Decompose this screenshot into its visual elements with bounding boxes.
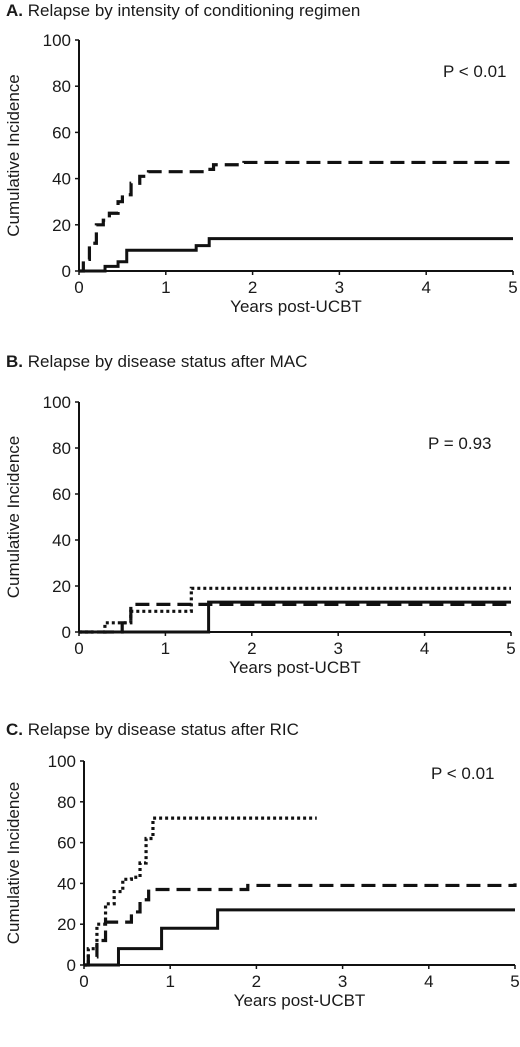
y-axis-title: Cumulative Incidence	[4, 436, 23, 599]
x-axis-title: Years post-UCBT	[234, 991, 366, 1010]
panel-c: C. Relapse by disease status after RIC 0…	[0, 715, 520, 1047]
panel-letter: B.	[6, 352, 23, 371]
series-line-dotted	[79, 586, 511, 634]
y-tick-label: 0	[62, 262, 71, 281]
x-tick-label: 2	[248, 278, 257, 297]
x-tick-label: 1	[165, 972, 174, 991]
y-tick-label: 60	[52, 485, 71, 504]
panel-title: B. Relapse by disease status after MAC	[6, 352, 307, 372]
panel-title: C. Relapse by disease status after RIC	[6, 720, 299, 740]
panel-a: A. Relapse by intensity of conditioning …	[0, 0, 520, 322]
panel-title-text: Relapse by disease status after MAC	[27, 352, 308, 371]
x-tick-label: 0	[74, 278, 83, 297]
y-tick-label: 20	[52, 577, 71, 596]
x-tick-label: 3	[338, 972, 347, 991]
y-axis-title: Cumulative Incidence	[4, 782, 23, 945]
x-tick-label: 0	[79, 972, 88, 991]
y-tick-label: 60	[57, 834, 76, 853]
y-tick-label: 80	[52, 77, 71, 96]
y-tick-label: 20	[52, 216, 71, 235]
series-line-solid	[79, 237, 513, 273]
series-line-dotted	[84, 816, 317, 967]
y-tick-label: 0	[67, 956, 76, 975]
p-value-annotation: P = 0.93	[428, 434, 492, 453]
y-tick-label: 20	[57, 915, 76, 934]
series-line-solid	[79, 600, 511, 634]
x-tick-label: 1	[161, 278, 170, 297]
p-value-annotation: P < 0.01	[443, 62, 507, 81]
panel-letter: C.	[6, 720, 23, 739]
series-line-dashed	[79, 160, 513, 273]
y-axis-title: Cumulative Incidence	[4, 74, 23, 237]
series-line-dashed	[84, 883, 517, 967]
x-tick-label: 2	[247, 639, 256, 658]
x-tick-label: 0	[74, 639, 83, 658]
p-value-annotation: P < 0.01	[431, 764, 495, 783]
y-tick-label: 100	[43, 31, 71, 50]
x-axis-title: Years post-UCBT	[230, 297, 362, 316]
y-tick-label: 40	[57, 874, 76, 893]
x-tick-label: 4	[420, 639, 429, 658]
y-tick-label: 40	[52, 531, 71, 550]
panel-letter: A.	[6, 1, 23, 20]
y-tick-label: 60	[52, 123, 71, 142]
y-tick-label: 80	[52, 439, 71, 458]
panel-title-text: Relapse by intensity of conditioning reg…	[27, 1, 361, 20]
chart-a: 0 20 40 60 80 100 0 1 2 3 4 5 Years post-UCBT Cumulat…	[4, 31, 518, 316]
y-tick-label: 40	[52, 170, 71, 189]
x-tick-label: 3	[333, 639, 342, 658]
x-tick-label: 5	[508, 278, 517, 297]
y-tick-label: 100	[43, 393, 71, 412]
series-line-solid	[84, 908, 515, 967]
panel-title-text: Relapse by disease status after RIC	[27, 720, 299, 739]
x-tick-label: 4	[424, 972, 433, 991]
x-tick-label: 1	[161, 639, 170, 658]
x-tick-label: 4	[421, 278, 430, 297]
panel-title: A. Relapse by intensity of conditioning …	[6, 1, 360, 21]
x-axis-title: Years post-UCBT	[229, 658, 361, 677]
x-tick-label: 3	[335, 278, 344, 297]
y-tick-label: 80	[57, 793, 76, 812]
y-tick-label: 0	[62, 623, 71, 642]
x-tick-label: 5	[506, 639, 515, 658]
y-tick-label: 100	[48, 752, 76, 771]
chart-b: 0 20 40 60 80 100 0 1 2 3 4 5 Years post-UCBT Cumulat…	[4, 393, 516, 677]
chart-c: 0 20 40 60 80 100 0 1 2 3 4 5 Years post-UCBT Cumulat…	[4, 752, 520, 1010]
panel-b: B. Relapse by disease status after MAC 0…	[0, 345, 520, 677]
x-tick-label: 5	[510, 972, 519, 991]
series-line-dashed	[79, 602, 511, 634]
x-tick-label: 2	[252, 972, 261, 991]
